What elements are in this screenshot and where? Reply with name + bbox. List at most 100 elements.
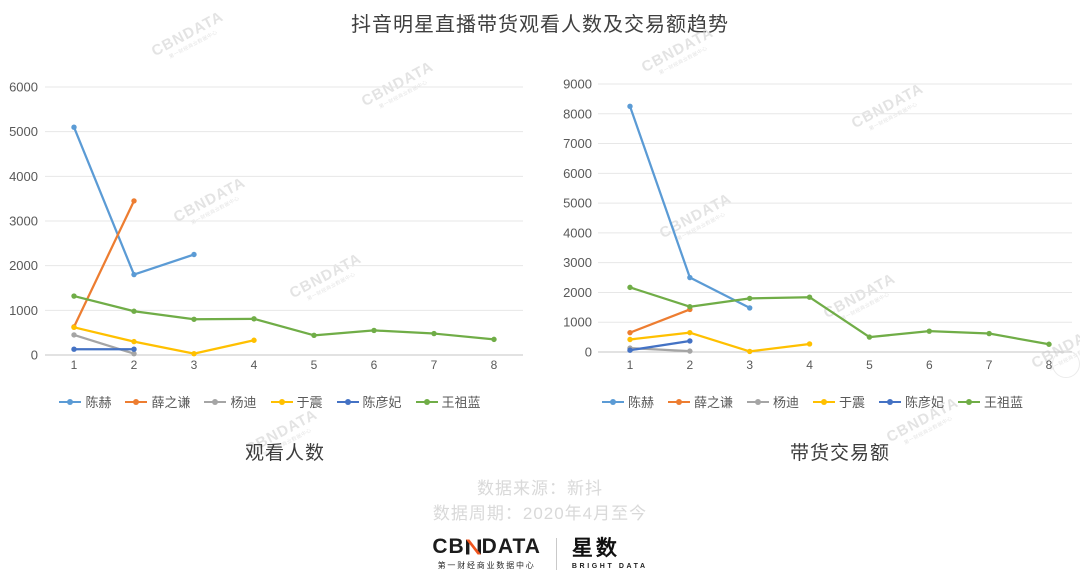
data-point xyxy=(131,198,137,204)
legend-label: 杨迪 xyxy=(772,395,799,410)
y-tick-label: 5000 xyxy=(563,196,592,211)
x-tick-label: 4 xyxy=(251,358,258,372)
legend-label: 陈彦妃 xyxy=(905,395,945,410)
x-tick-label: 7 xyxy=(431,358,438,372)
legend-marker-icon xyxy=(958,398,981,405)
data-point xyxy=(491,336,497,343)
y-tick-label: 0 xyxy=(31,348,38,363)
data-point xyxy=(191,251,197,258)
data-point xyxy=(627,103,633,110)
series-3 xyxy=(71,324,257,357)
y-tick-label: 3000 xyxy=(563,255,592,270)
legend-marker-icon xyxy=(270,398,293,405)
legend-label: 于震 xyxy=(296,395,323,410)
chart-subtitle-transactions: 带货交易额 xyxy=(789,443,890,464)
series-4 xyxy=(71,346,137,352)
data-point xyxy=(627,329,633,336)
legend-item-王祖蓝: 王祖蓝 xyxy=(415,392,481,411)
x-tick-label: 3 xyxy=(746,358,753,372)
x-tick-label: 5 xyxy=(311,358,318,372)
legend-item-薛之谦: 薛之谦 xyxy=(667,392,733,411)
page-title: 抖音明星直播带货观看人数及交易额趋势 xyxy=(351,14,729,36)
y-tick-label: 4000 xyxy=(9,169,38,184)
x-tick-label: 5 xyxy=(866,358,873,372)
legend-marker-icon xyxy=(415,398,438,405)
star-logo-text: 星数 xyxy=(571,536,620,560)
star-logo-subtitle: BRIGHT DATA xyxy=(571,562,648,570)
y-tick-label: 9000 xyxy=(563,77,592,92)
transactions-line-chart: 0 1000 2000 3000 4000 5000 6000 7000 8000 9000 1 2 3… xyxy=(563,77,1072,372)
footer-logos: CB DATA 第一财经商业数据中心 星数 BRIGHT DATA xyxy=(0,536,1080,571)
legend-item-于震: 于震 xyxy=(813,392,865,411)
logo-divider xyxy=(555,537,557,570)
x-tick-label: 3 xyxy=(191,358,198,372)
data-point xyxy=(191,316,197,322)
legend-item-陈赫: 陈赫 xyxy=(601,392,654,411)
y-tick-label: 7000 xyxy=(563,136,592,151)
x-tick-label: 8 xyxy=(1046,358,1053,372)
y-tick-label: 8000 xyxy=(563,106,592,121)
y-tick-label: 4000 xyxy=(563,225,592,240)
data-point xyxy=(747,348,753,355)
source-block: 数据来源：新抖 数据周期：2020年4月至今 xyxy=(0,476,1080,526)
legend-item-陈彦妃: 陈彦妃 xyxy=(879,392,944,411)
y-tick-label: 0 xyxy=(585,345,592,360)
data-point xyxy=(431,330,437,337)
y-tick-label: 5000 xyxy=(9,124,38,139)
x-tick-label: 1 xyxy=(627,358,634,372)
y-tick-label: 6000 xyxy=(563,166,592,181)
data-point xyxy=(71,124,77,130)
legend-item-陈彦妃: 陈彦妃 xyxy=(336,392,402,411)
series-2 xyxy=(71,332,137,357)
data-point xyxy=(687,338,693,344)
bright-data-logo: 星数 BRIGHT DATA xyxy=(572,538,648,570)
series-3 xyxy=(627,329,813,355)
data-point xyxy=(71,324,77,331)
legend-label: 于震 xyxy=(839,395,866,410)
y-tick-label: 1000 xyxy=(9,303,38,318)
x-tick-label: 6 xyxy=(926,358,933,372)
legend-item-杨迪: 杨迪 xyxy=(204,392,257,411)
data-point xyxy=(687,329,693,336)
cbn-logo-suffix: DATA xyxy=(481,535,541,558)
cbndata-n-icon xyxy=(465,539,481,554)
legend-marker-icon xyxy=(879,398,902,405)
transactions-legend: 陈赫 薛之谦 杨迪 于震 陈彦妃 王祖蓝 xyxy=(545,392,1080,411)
legend-item-陈赫: 陈赫 xyxy=(59,392,111,411)
legend-label: 陈彦妃 xyxy=(362,395,402,410)
legend-label: 薛之谦 xyxy=(151,395,191,410)
legend-label: 薛之谦 xyxy=(693,395,733,410)
data-point xyxy=(687,304,693,310)
data-point xyxy=(627,347,633,353)
data-point xyxy=(131,271,137,278)
x-tick-label: 1 xyxy=(71,358,78,372)
data-point xyxy=(806,341,813,347)
x-tick-label: 8 xyxy=(491,358,498,372)
legend-item-王祖蓝: 王祖蓝 xyxy=(958,392,1023,411)
y-tick-label: 3000 xyxy=(9,214,38,229)
viewers-legend: 陈赫 薛之谦 杨迪 于震 陈彦妃 王祖蓝 xyxy=(0,392,540,411)
x-tick-label: 2 xyxy=(687,358,694,372)
data-point xyxy=(191,350,197,357)
y-tick-label: 2000 xyxy=(9,258,38,273)
data-point xyxy=(687,348,693,354)
data-point xyxy=(131,338,137,345)
cbn-logo-prefix: CB xyxy=(432,535,465,558)
data-point xyxy=(71,346,77,352)
legend-label: 陈赫 xyxy=(627,395,654,410)
data-point xyxy=(131,350,137,357)
series-0 xyxy=(71,124,197,278)
data-point xyxy=(986,330,992,337)
series-4 xyxy=(627,338,693,353)
data-point xyxy=(627,284,633,291)
legend-marker-icon xyxy=(336,398,359,405)
series-0 xyxy=(627,103,753,311)
data-point xyxy=(251,316,257,322)
legend-marker-icon xyxy=(204,398,227,405)
data-point xyxy=(311,332,317,339)
viewers-line-chart: 0 1000 2000 3000 4000 5000 6000 1 2 3 4 5 6 7 8 xyxy=(9,80,523,372)
legend-label: 王祖蓝 xyxy=(984,395,1024,410)
data-point xyxy=(371,327,377,334)
data-point xyxy=(71,332,77,338)
legend-marker-icon xyxy=(59,398,82,405)
